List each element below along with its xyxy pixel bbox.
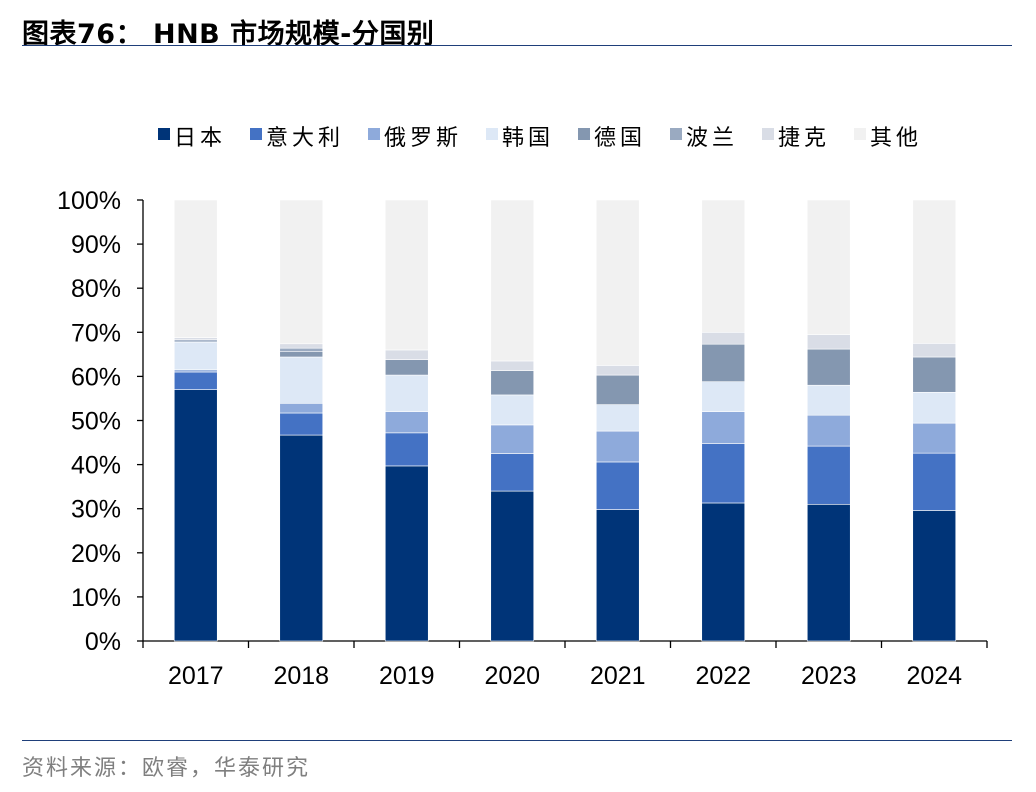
bar-segment: [595, 374, 640, 405]
bar-segment: [912, 343, 957, 358]
bar-segment: [595, 461, 640, 510]
bar-segment: [701, 381, 746, 412]
bar-segment: [595, 430, 640, 463]
bar-segment: [173, 337, 218, 341]
bar-segment: [279, 347, 324, 353]
bar-segment: [701, 331, 746, 345]
bar-segment: [279, 343, 324, 349]
bar-segment: [806, 348, 851, 386]
y-tick-label: 50%: [71, 408, 121, 436]
bar-segment: [490, 370, 535, 396]
bar-segment: [490, 199, 535, 362]
bar-segment: [701, 199, 746, 333]
y-tick-label: 60%: [71, 363, 121, 391]
legend-swatch: [578, 128, 590, 140]
bar-segment: [384, 465, 429, 642]
bar-segment: [384, 359, 429, 376]
stacked-bar-chart: 0% 10% 20% 30% 40% 50% 60% 70% 80% 90% 100% 2017 201…: [57, 126, 988, 690]
legend-label: 意大利: [266, 126, 344, 151]
bar-segment: [595, 199, 640, 366]
bar-segment: [384, 411, 429, 434]
bar-segment: [279, 403, 324, 414]
x-tick-label: 2024: [906, 662, 962, 690]
legend-label: 德国: [594, 126, 646, 151]
legend-label: 其他: [870, 126, 922, 151]
x-tick-label: 2018: [273, 662, 329, 690]
legend-label: 波兰: [686, 126, 738, 151]
y-tick-label: 90%: [71, 231, 121, 259]
x-tick-label: 2022: [695, 662, 751, 690]
legend-swatch: [486, 128, 498, 140]
bar-segment: [806, 334, 851, 350]
title-row: 图表76： HNB 市场规模-分国别: [0, 0, 1036, 50]
bar-segment: [701, 443, 746, 504]
bar-segment: [912, 510, 957, 642]
legend-label: 捷克: [778, 126, 830, 151]
top-divider: [22, 45, 1012, 46]
bar-segment: [279, 356, 324, 404]
bar-segment: [173, 339, 218, 343]
bar-segment: [279, 351, 324, 358]
bar-segment: [173, 199, 218, 338]
legend-swatch: [854, 128, 866, 140]
bar-segment: [490, 360, 535, 371]
x-tick-label: 2020: [484, 662, 540, 690]
y-tick-label: 30%: [71, 496, 121, 524]
bar-segment: [912, 422, 957, 454]
bar-segment: [701, 502, 746, 642]
page-title: 图表76： HNB 市场规模-分国别: [22, 19, 435, 50]
bar-segment: [279, 412, 324, 436]
bar-segment: [595, 404, 640, 432]
bar-segment: [384, 199, 429, 351]
bar-segment: [173, 389, 218, 642]
x-tick-label: 2021: [590, 662, 646, 690]
legend-label: 日本: [174, 126, 226, 151]
legend-swatch: [368, 128, 380, 140]
bar-segment: [912, 356, 957, 393]
legend-label: 韩国: [502, 126, 554, 151]
bar-segment: [806, 445, 851, 505]
bar-segment: [701, 411, 746, 444]
legend-swatch: [158, 128, 170, 140]
bar-segment: [595, 365, 640, 376]
y-tick-label: 80%: [71, 275, 121, 303]
bar-segment: [490, 453, 535, 492]
bar-segment: [806, 199, 851, 335]
bar-segment: [173, 369, 218, 373]
y-tick-label: 20%: [71, 540, 121, 568]
bar-segment: [279, 434, 324, 642]
bar-segment: [490, 424, 535, 454]
y-tick-label: 70%: [71, 319, 121, 347]
bar-segment: [806, 503, 851, 642]
bar-segment: [701, 343, 746, 382]
legend-swatch: [250, 128, 262, 140]
source-note: 资料来源：欧睿，华泰研究: [22, 756, 311, 781]
bar-segment: [173, 341, 218, 371]
legend-label: 俄罗斯: [384, 126, 462, 151]
bar-segment: [490, 490, 535, 642]
bar-segment: [384, 374, 429, 412]
bar-segment: [173, 371, 218, 390]
bar-segment: [912, 452, 957, 511]
bar-segment: [384, 349, 429, 360]
bar-segment: [806, 414, 851, 447]
legend-swatch: [670, 128, 682, 140]
bar-segment: [806, 384, 851, 416]
x-tick-label: 2019: [379, 662, 435, 690]
bar-segment: [912, 391, 957, 424]
bar-segment: [279, 199, 324, 345]
legend-swatch: [762, 128, 774, 140]
x-tick-label: 2023: [801, 662, 857, 690]
y-tick-label: 10%: [71, 584, 121, 612]
bar-segment: [912, 199, 957, 344]
bar-segment: [384, 432, 429, 467]
y-tick-label: 100%: [57, 187, 121, 215]
bar-segment: [490, 394, 535, 426]
bar-segment: [595, 509, 640, 642]
y-tick-label: 40%: [71, 452, 121, 480]
x-tick-label: 2017: [168, 662, 224, 690]
bottom-divider: [22, 740, 1012, 741]
y-tick-label: 0%: [85, 628, 121, 656]
